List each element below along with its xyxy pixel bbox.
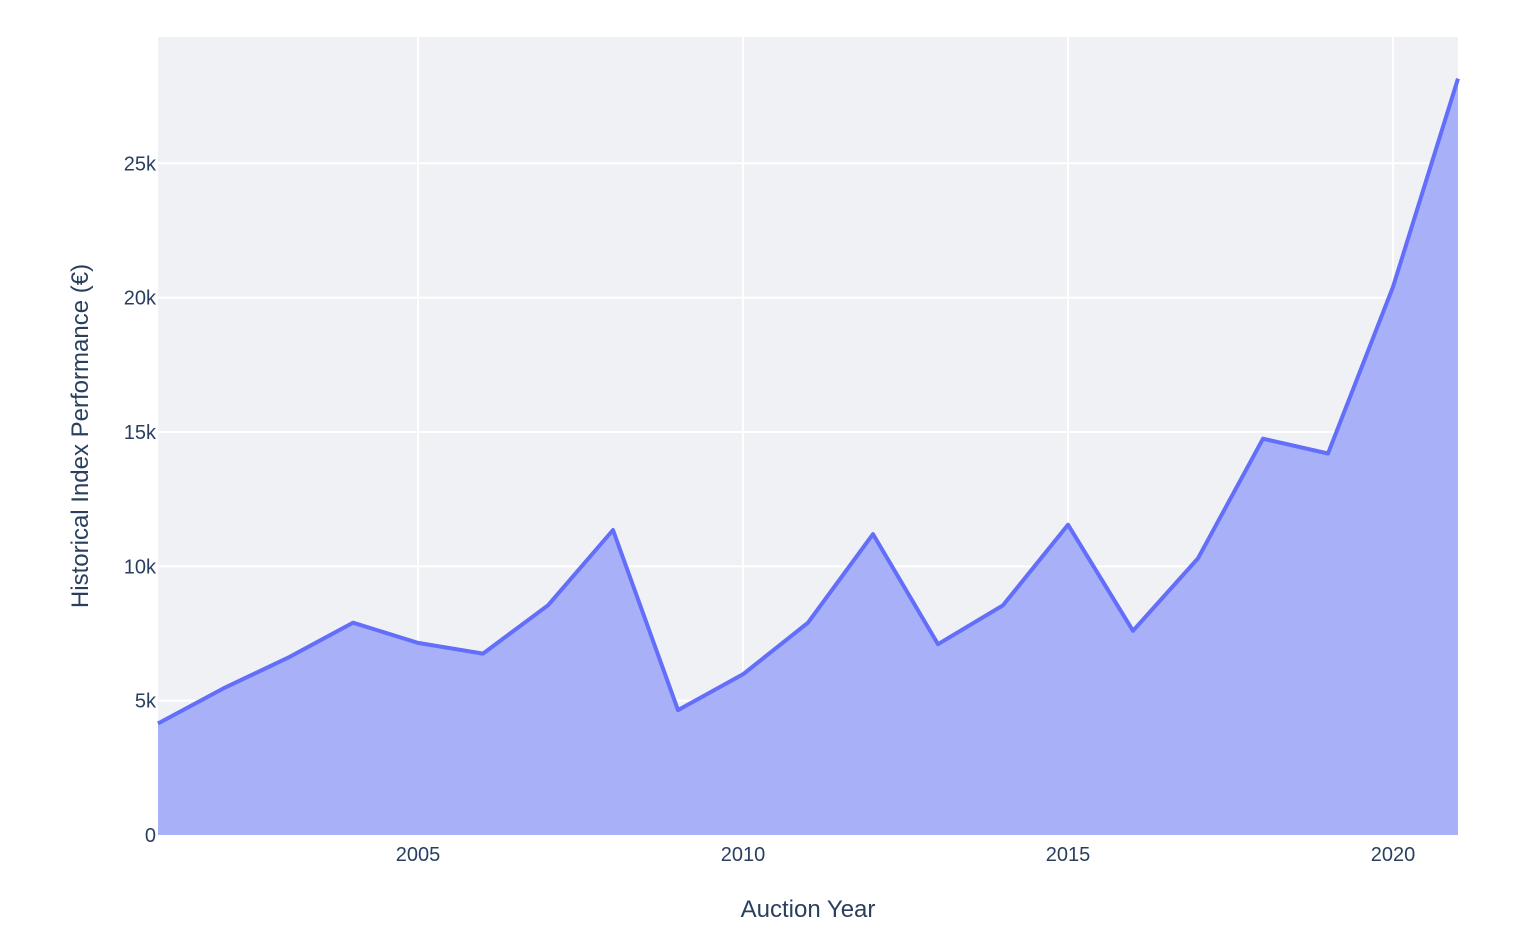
y-tick-label: 25k [124, 153, 157, 175]
x-tick-label: 2005 [396, 844, 441, 866]
x-axis-title: Auction Year [741, 896, 876, 923]
series-line [157, 78, 1460, 726]
y-axis-ticks: 0 5k 10k 15k 20k 25k [124, 153, 157, 847]
x-axis-ticks: 2005 2010 2015 2020 [396, 844, 1416, 866]
y-tick-label: 5k [135, 691, 157, 713]
y-axis-title: Historical Index Performance (€) [67, 264, 94, 608]
x-tick-label: 2010 [721, 844, 766, 866]
x-tick-label: 2020 [1371, 844, 1416, 866]
x-tick-label: 2015 [1046, 844, 1091, 866]
area-fill [158, 78, 1458, 836]
y-tick-label: 0 [145, 825, 156, 847]
y-tick-label: 15k [124, 422, 157, 444]
y-tick-label: 20k [124, 288, 157, 310]
y-tick-label: 10k [124, 556, 157, 578]
